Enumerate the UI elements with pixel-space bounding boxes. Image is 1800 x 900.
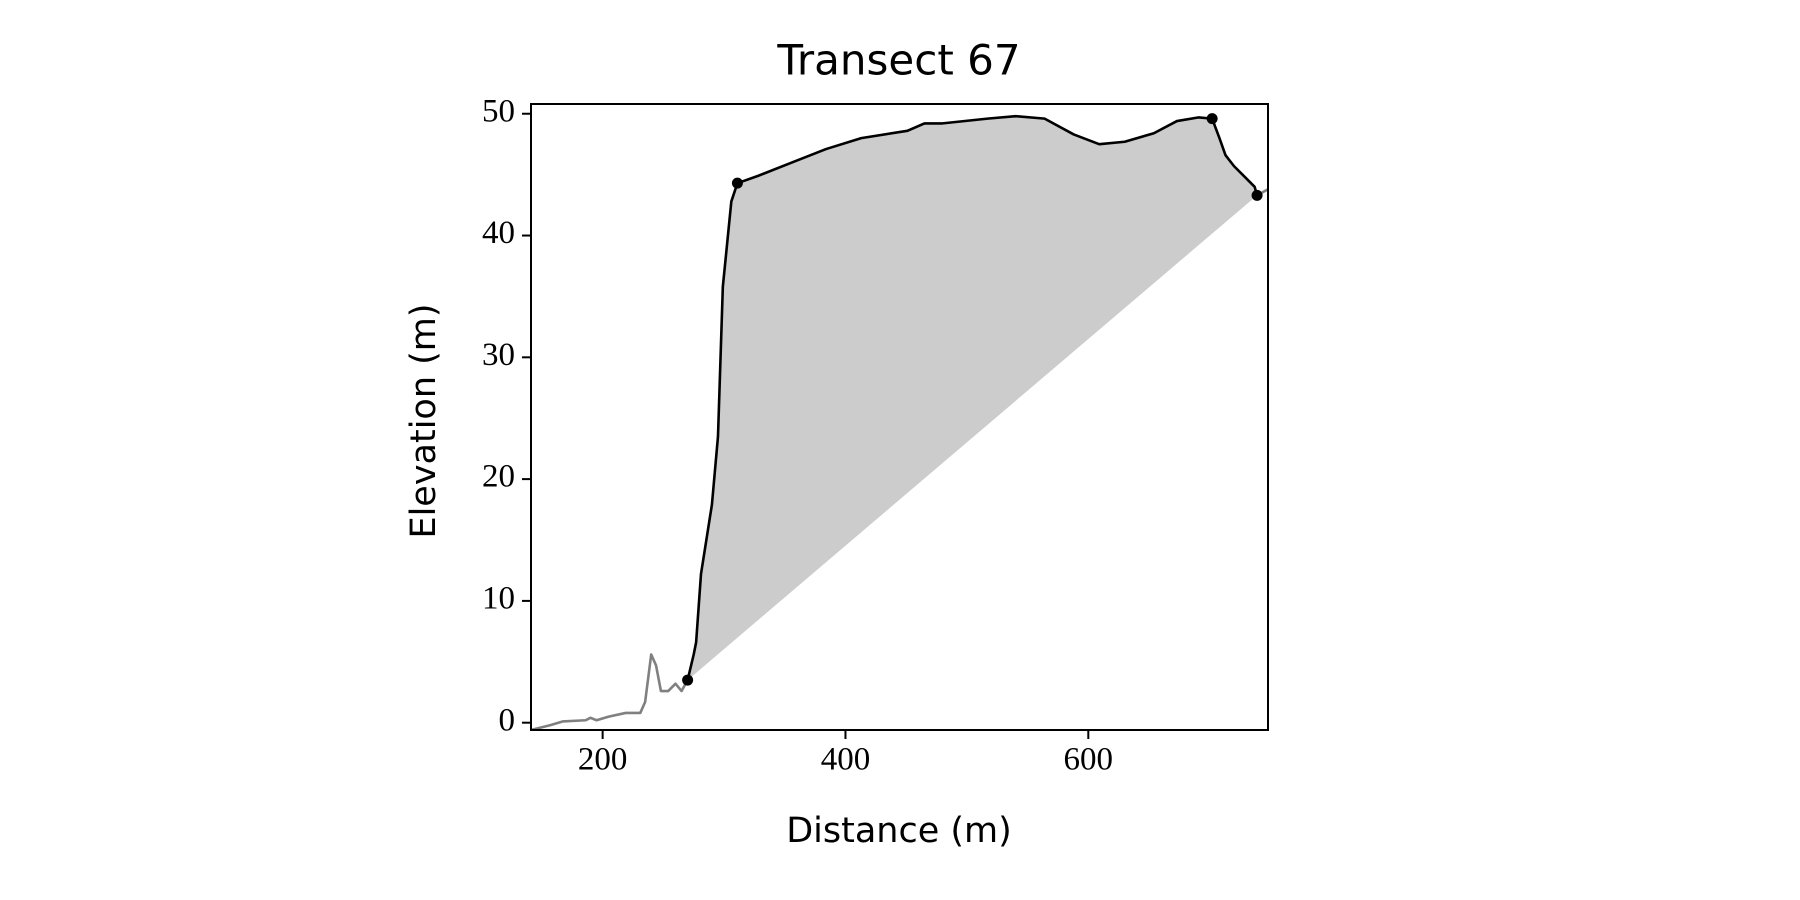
x-tick-label: 600 [1064,742,1114,778]
y-tick-label: 0 [499,702,516,738]
marker [682,674,694,686]
y-tick-label: 50 [482,93,515,129]
y-tick-label: 10 [482,580,515,616]
y-axis-label: Elevation (m) [404,303,444,538]
shaded-area [687,116,1258,681]
y-tick-label: 20 [482,459,515,495]
marker [1206,113,1218,125]
plot-frame [530,103,1269,731]
marker [731,177,743,189]
y-tick-label: 30 [482,337,515,373]
x-axis-label: Distance (m) [786,811,1012,851]
x-tick-label: 200 [578,742,628,778]
profile-line [531,653,689,730]
x-tick-label: 400 [821,742,871,778]
marker [1251,189,1263,201]
y-tick-label: 40 [482,215,515,251]
profile-line [686,114,1259,681]
chart-title: Transect 67 [776,36,1020,85]
